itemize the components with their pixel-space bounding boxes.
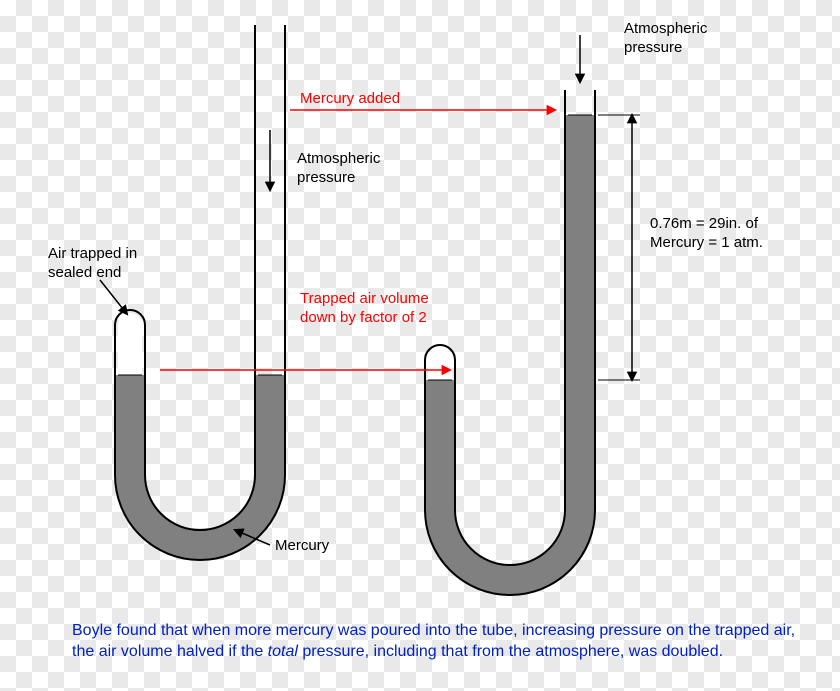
caption-text: Boyle found that when more mercury was p… — [72, 620, 800, 663]
air-trapped-pointer — [100, 280, 127, 314]
mercury-fill-left — [115, 375, 285, 560]
height-dimension — [598, 115, 640, 380]
right-j-tube — [425, 90, 595, 595]
diagram-svg — [0, 0, 840, 691]
atm-pressure-left-label: Atmospheric pressure — [297, 150, 417, 188]
atm-pressure-right-label: Atmospheric pressure — [624, 20, 744, 58]
air-trapped-label: Air trapped in sealed end — [48, 245, 168, 283]
left-j-tube — [115, 25, 285, 560]
mercury-added-label: Mercury added — [300, 90, 400, 109]
trapped-air-label: Trapped air volume down by factor of 2 — [300, 290, 440, 328]
mercury-label: Mercury — [275, 537, 329, 556]
height-label: 0.76m = 29in. of Mercury = 1 atm. — [650, 215, 800, 253]
left-trapped-air — [118, 313, 142, 375]
